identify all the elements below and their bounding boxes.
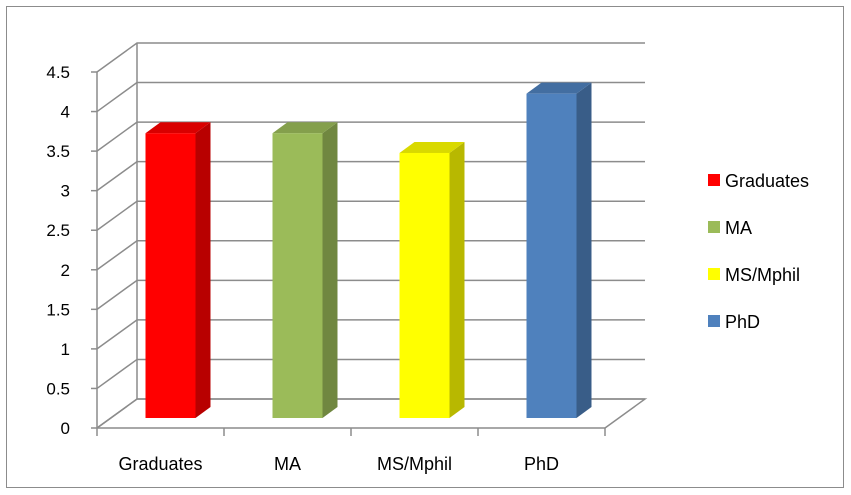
y-tick-label: 3 (61, 182, 70, 201)
y-axis-ticks: 0 0.5 1 1.5 2 2.5 3 3.5 4 4.5 (46, 63, 97, 438)
x-axis-labels: Graduates MA MS/Mphil PhD (118, 454, 559, 474)
legend-item: Graduates (708, 171, 809, 191)
y-tick-label: 0.5 (46, 379, 70, 398)
legend-label: PhD (725, 312, 760, 332)
x-tick-label: MS/Mphil (377, 454, 452, 474)
bar-top (145, 122, 211, 134)
bar-top (526, 82, 592, 94)
gridline (96, 121, 645, 152)
gridline (96, 81, 645, 113)
bars (145, 82, 592, 419)
legend-swatch (708, 174, 720, 186)
bar-front (145, 133, 196, 418)
gridline (96, 160, 645, 192)
y-tick-label: 1.5 (46, 300, 70, 319)
y-tick-label: 2.5 (46, 221, 70, 240)
bar-side (322, 122, 338, 418)
gridline (96, 398, 645, 429)
legend-swatch (708, 268, 720, 280)
y-tick-label: 2 (61, 261, 70, 280)
bar-phd (526, 82, 592, 419)
gridline (96, 319, 645, 350)
bar-ma (272, 122, 338, 418)
x-tick-label: PhD (524, 454, 559, 474)
bar-front (526, 93, 577, 419)
bar-top (272, 122, 338, 134)
legend-item: PhD (708, 312, 760, 332)
bar-front (272, 133, 323, 418)
gridline (96, 358, 645, 390)
legend-item: MS/Mphil (708, 265, 800, 285)
gridline (96, 200, 645, 231)
bar-ms-mphil (399, 141, 465, 418)
y-tick-label: 1 (61, 340, 70, 359)
x-tick-label: Graduates (118, 454, 202, 474)
y-tick-label: 4 (61, 103, 70, 122)
gridline (96, 240, 645, 271)
legend-item: MA (708, 218, 752, 238)
gridline (96, 279, 645, 310)
x-axis (96, 72, 606, 436)
y-tick-label: 4.5 (46, 63, 70, 82)
bar-side (449, 141, 465, 418)
bar-graduates (145, 122, 211, 418)
legend-swatch (708, 315, 720, 327)
y-tick-label: 0 (61, 419, 70, 438)
bar-side (195, 122, 211, 418)
legend-label: MS/Mphil (725, 265, 800, 285)
legend: Graduates MA MS/Mphil PhD (708, 171, 809, 332)
bar-top (399, 141, 465, 153)
legend-label: MA (725, 218, 752, 238)
legend-label: Graduates (725, 171, 809, 191)
y-tick-label: 3.5 (46, 142, 70, 161)
x-tick-label: MA (274, 454, 301, 474)
bar-side (576, 82, 592, 419)
bar-front (399, 152, 450, 418)
legend-swatch (708, 221, 720, 233)
gridlines (96, 42, 645, 429)
gridline (96, 42, 645, 73)
